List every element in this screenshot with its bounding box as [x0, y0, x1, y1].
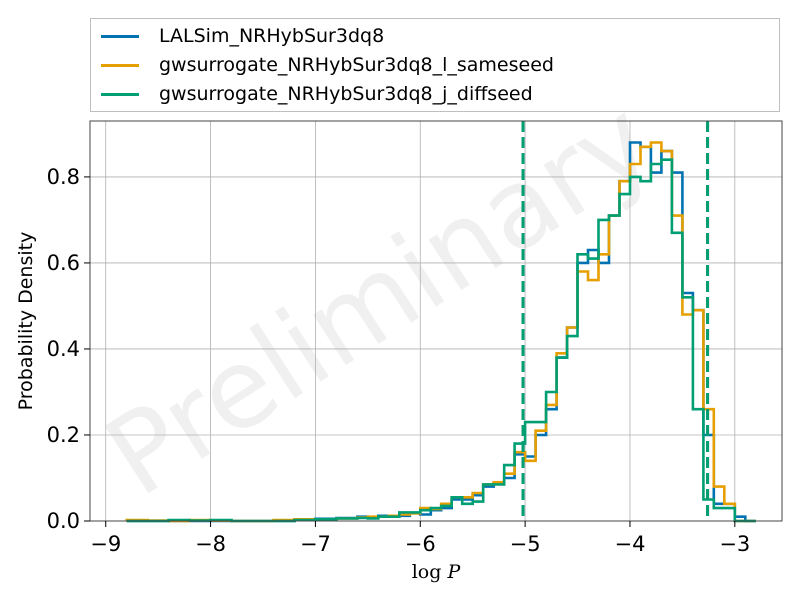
legend-label-diffseed: gwsurrogate_NRHybSur3dq8_j_diffseed [159, 83, 533, 105]
y-axis-ticks: 0.0 0.2 0.4 0.6 0.8 [47, 165, 90, 533]
x-tick-label: −5 [510, 532, 541, 556]
legend-swatch-diffseed [101, 92, 139, 96]
legend-item-lalsim: LALSim_NRHybSur3dq8 [101, 22, 384, 50]
plot-frame [89, 120, 783, 522]
y-tick-label: 0.2 [47, 423, 80, 447]
x-tick-label: −8 [195, 532, 226, 556]
legend-swatch-sameseed [101, 63, 139, 67]
legend-label-sameseed: gwsurrogate_NRHybSur3dq8_l_sameseed [159, 54, 554, 76]
legend-label-lalsim: LALSim_NRHybSur3dq8 [159, 25, 385, 47]
legend-item-diffseed: gwsurrogate_NRHybSur3dq8_j_diffseed [101, 80, 533, 108]
x-tick-label: −6 [405, 532, 436, 556]
series-step-2 [126, 158, 756, 523]
y-tick-label: 0.6 [47, 251, 80, 275]
histogram-series [125, 141, 756, 523]
y-tick-label: 0.0 [47, 509, 80, 533]
x-tick-label: −9 [90, 532, 121, 556]
x-tick-label: −3 [719, 532, 750, 556]
watermark-text: Preliminary [84, 75, 675, 521]
y-axis-label: Probability Density [15, 232, 37, 411]
x-axis-ticks: −9 −8 −7 −6 −5 −4 −3 [90, 521, 750, 556]
x-tick-label: −7 [300, 532, 331, 556]
legend: LALSim_NRHybSur3dq8 gwsurrogate_NRHybSur… [90, 18, 780, 112]
x-axis-label: log P [412, 561, 462, 583]
y-tick-label: 0.4 [47, 337, 80, 361]
credible-interval-lines [521, 121, 710, 521]
y-tick-label: 0.8 [47, 165, 80, 189]
legend-item-sameseed: gwsurrogate_NRHybSur3dq8_l_sameseed [101, 51, 554, 79]
legend-swatch-lalsim [101, 34, 139, 38]
x-tick-label: −4 [614, 532, 645, 556]
